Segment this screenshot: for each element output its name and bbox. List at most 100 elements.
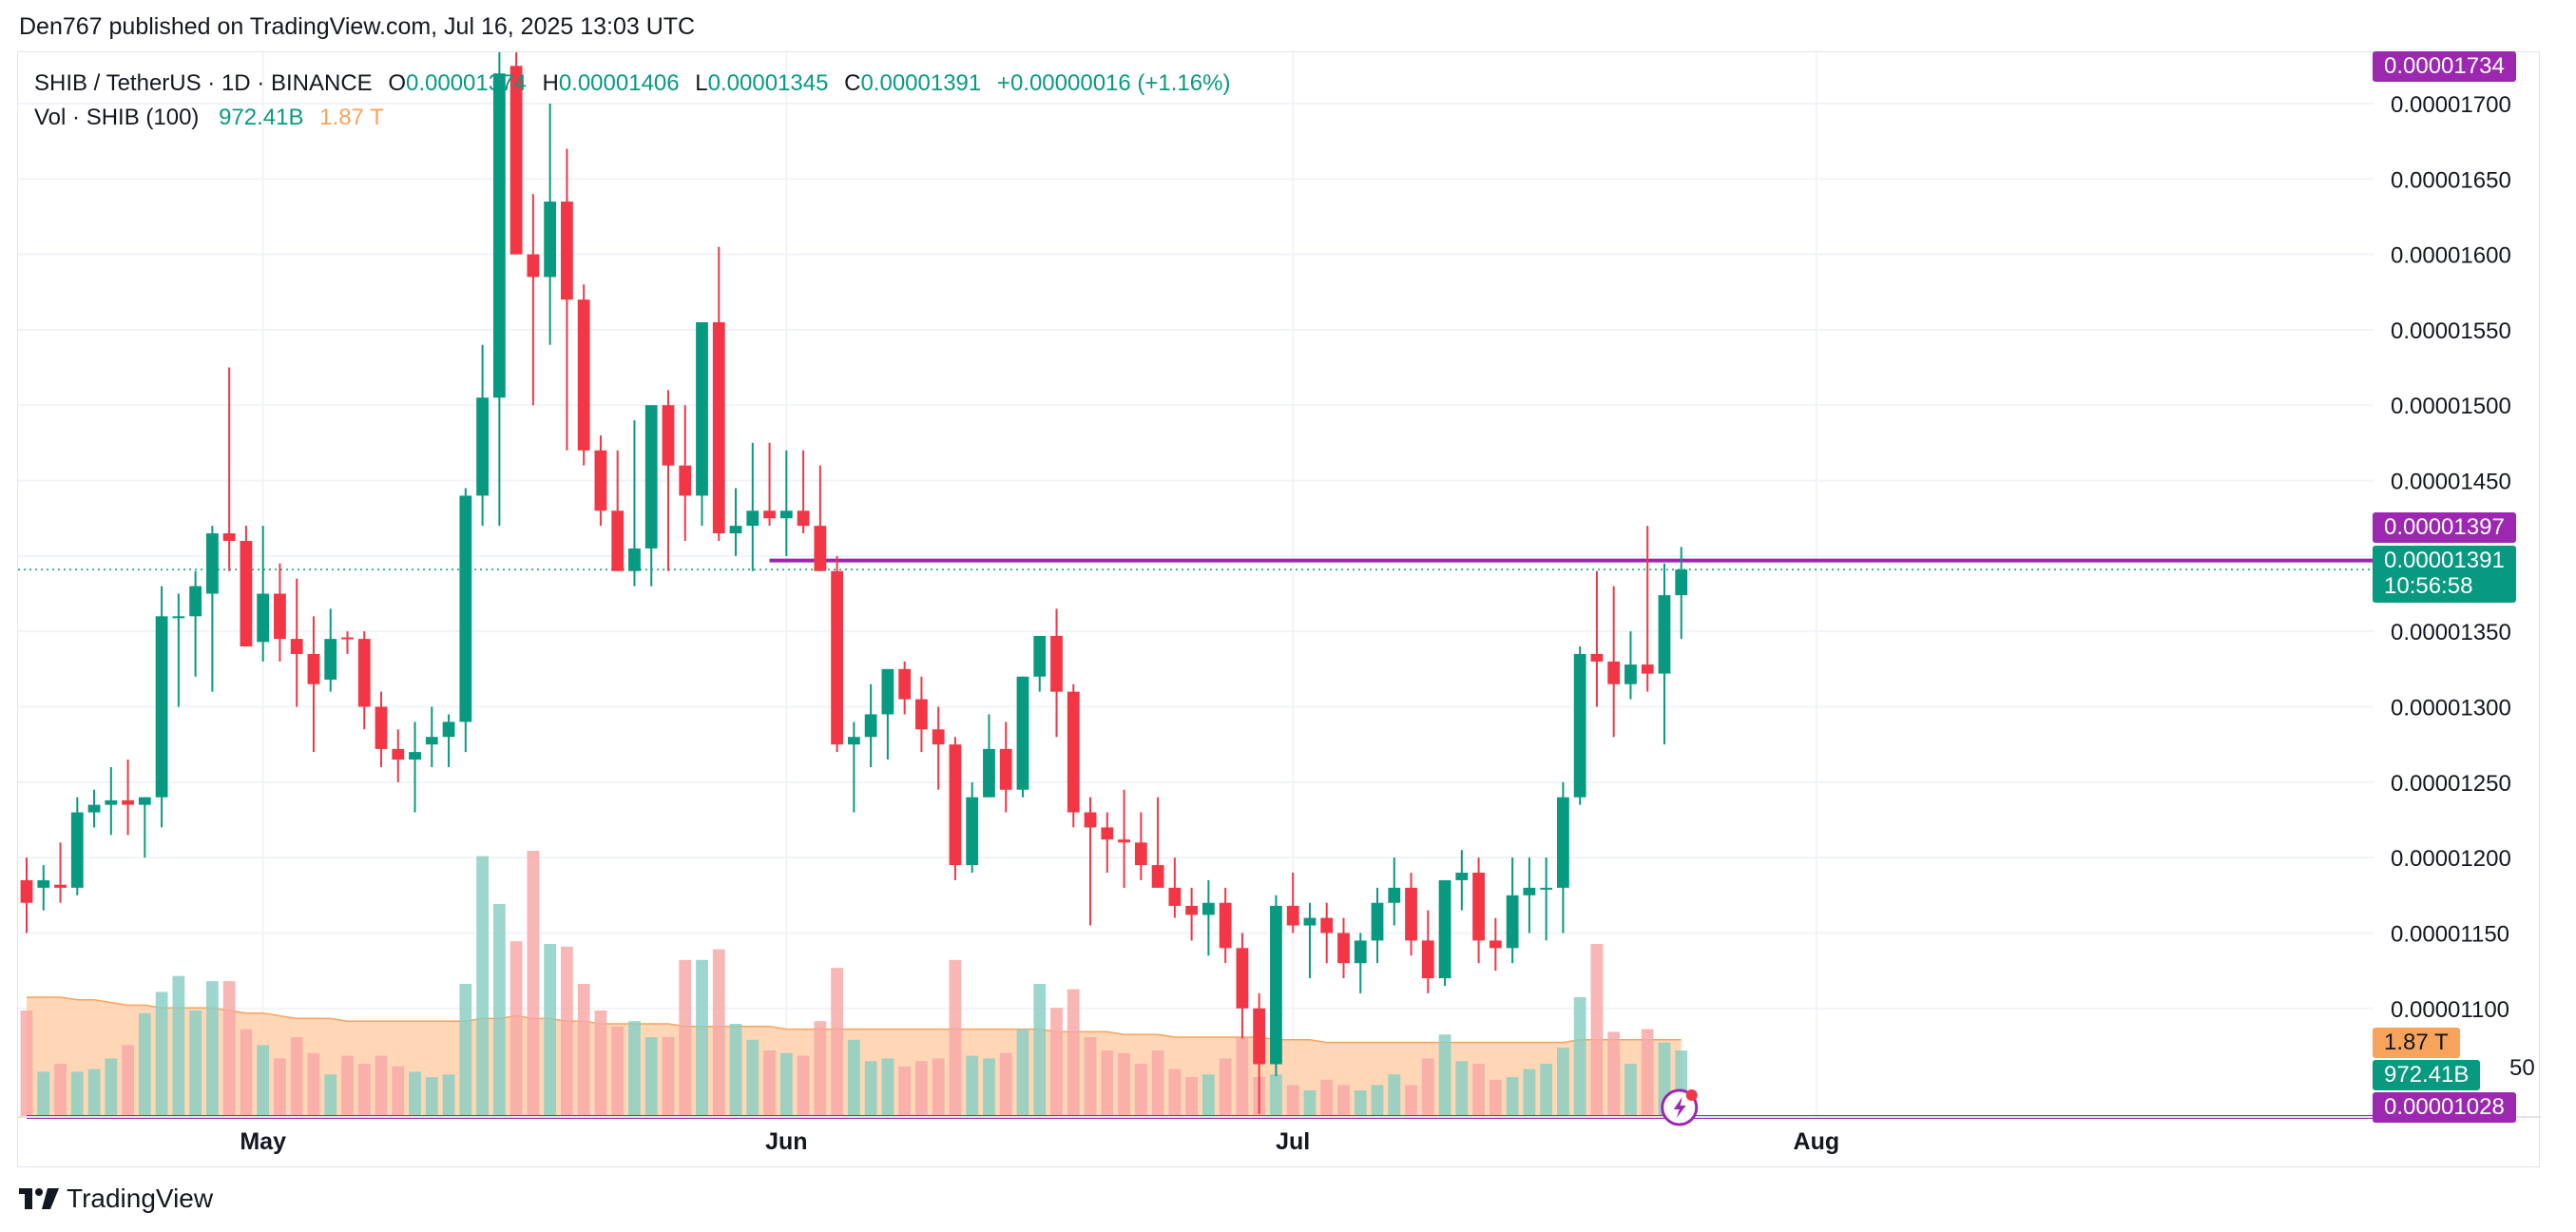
candle-body[interactable] [1624, 664, 1637, 684]
candle-body[interactable] [831, 570, 843, 745]
candle-body[interactable] [1286, 905, 1299, 926]
volume-label[interactable]: Vol · SHIB (100) [34, 105, 200, 130]
candle-body[interactable] [290, 639, 303, 654]
candle-body[interactable] [1067, 691, 1080, 813]
candle-body[interactable] [999, 748, 1012, 790]
candle-body[interactable] [544, 202, 557, 278]
candle-body[interactable] [205, 533, 219, 594]
candle-body[interactable] [763, 510, 776, 519]
candle-body[interactable] [1270, 905, 1282, 1065]
candle-body[interactable] [881, 668, 894, 715]
candle-body[interactable] [898, 668, 912, 700]
symbol-label[interactable]: SHIB / TetherUS · 1D · BINANCE [34, 70, 373, 96]
candle-body[interactable] [797, 510, 810, 527]
candle-body[interactable] [779, 510, 793, 519]
candle-body[interactable] [983, 748, 995, 798]
time-axis-label[interactable]: Jun [765, 1128, 807, 1155]
candle-body[interactable] [1084, 812, 1097, 828]
candle-body[interactable] [729, 526, 742, 534]
candle-body[interactable] [1590, 653, 1604, 662]
tradingview-logo[interactable]: TradingView [19, 1184, 213, 1214]
candle-body[interactable] [1201, 902, 1215, 915]
time-axis-label[interactable]: Aug [1794, 1128, 1840, 1155]
candle-body[interactable] [966, 797, 979, 866]
candle-body[interactable] [1101, 827, 1114, 840]
candle-body[interactable] [189, 586, 202, 617]
candle-body[interactable] [746, 510, 759, 527]
candle-body[interactable] [1371, 902, 1384, 941]
candle-body[interactable] [492, 73, 506, 398]
candle-body[interactable] [37, 879, 50, 888]
candle-body[interactable] [1033, 635, 1047, 677]
candle-body[interactable] [932, 729, 945, 745]
candle-body[interactable] [1337, 933, 1350, 964]
candle-body[interactable] [1253, 1008, 1266, 1065]
candle-body[interactable] [409, 752, 421, 760]
candle-body[interactable] [1658, 595, 1671, 674]
candle-body[interactable] [341, 637, 354, 640]
candle-body[interactable] [257, 593, 270, 643]
candle-body[interactable] [1557, 797, 1569, 888]
candle-body[interactable] [1573, 653, 1586, 798]
candle-body[interactable] [864, 714, 877, 738]
candle-body[interactable] [1421, 940, 1434, 979]
candle-body[interactable] [375, 706, 388, 749]
candle-body[interactable] [1320, 917, 1334, 934]
candle-body[interactable] [54, 884, 67, 888]
candle-body[interactable] [20, 879, 33, 903]
candle-body[interactable] [561, 202, 573, 300]
candle-body[interactable] [1185, 905, 1199, 915]
candle-body[interactable] [307, 653, 320, 684]
candle-body[interactable] [357, 639, 371, 707]
candle-body[interactable] [1050, 635, 1063, 692]
candle-body[interactable] [577, 299, 590, 451]
candle-body[interactable] [274, 593, 286, 640]
candle-body[interactable] [138, 797, 151, 805]
candle-body[interactable] [712, 321, 725, 534]
candle-body[interactable] [240, 540, 253, 647]
candle-body[interactable] [611, 510, 625, 571]
candle-body[interactable] [425, 737, 438, 745]
candle-body[interactable] [1506, 895, 1519, 949]
candle-body[interactable] [392, 748, 405, 760]
candle-body[interactable] [1489, 940, 1502, 949]
candle-body[interactable] [594, 450, 607, 511]
candle-body[interactable] [1405, 887, 1417, 941]
candle-body[interactable] [679, 465, 692, 496]
candle-body[interactable] [155, 616, 168, 798]
candle-body[interactable] [509, 66, 523, 255]
candle-body[interactable] [105, 799, 118, 805]
candle-body[interactable] [644, 405, 658, 549]
candle-body[interactable] [949, 744, 962, 866]
candle-body[interactable] [1151, 865, 1164, 888]
candle-body[interactable] [814, 526, 827, 571]
candle-body[interactable] [1354, 940, 1367, 964]
candle-body[interactable] [1118, 839, 1130, 843]
candle-body[interactable] [459, 495, 472, 722]
candle-body[interactable] [662, 405, 675, 466]
candle-body[interactable] [1134, 842, 1147, 866]
candle-body[interactable] [442, 722, 455, 738]
candle-body[interactable] [222, 533, 236, 541]
candle-body[interactable] [1016, 676, 1029, 790]
chart-frame[interactable]: 0.00001700 0.00001650 0.00001600 0.00001550… [17, 51, 2541, 1168]
candle-body[interactable] [70, 812, 84, 888]
candle-body[interactable] [1641, 664, 1654, 674]
candle-body[interactable] [87, 804, 101, 813]
candle-body[interactable] [1438, 879, 1451, 979]
time-axis-label[interactable]: Jul [1276, 1128, 1310, 1155]
candle-body[interactable] [1523, 887, 1536, 895]
candle-body[interactable] [696, 321, 708, 496]
candle-body[interactable] [1455, 873, 1469, 880]
candle-body[interactable] [1388, 887, 1401, 903]
candle-body[interactable] [628, 548, 641, 571]
candle-body[interactable] [1540, 887, 1553, 890]
price-chart[interactable]: 0.00001700 0.00001650 0.00001600 0.00001550… [18, 52, 2541, 1168]
candle-body[interactable] [527, 254, 540, 278]
candle-body[interactable] [1303, 917, 1317, 926]
candle-body[interactable] [1675, 569, 1688, 596]
candle-body[interactable] [172, 616, 185, 619]
candle-body[interactable] [847, 737, 860, 745]
candle-body[interactable] [915, 699, 928, 730]
candle-body[interactable] [324, 639, 337, 680]
